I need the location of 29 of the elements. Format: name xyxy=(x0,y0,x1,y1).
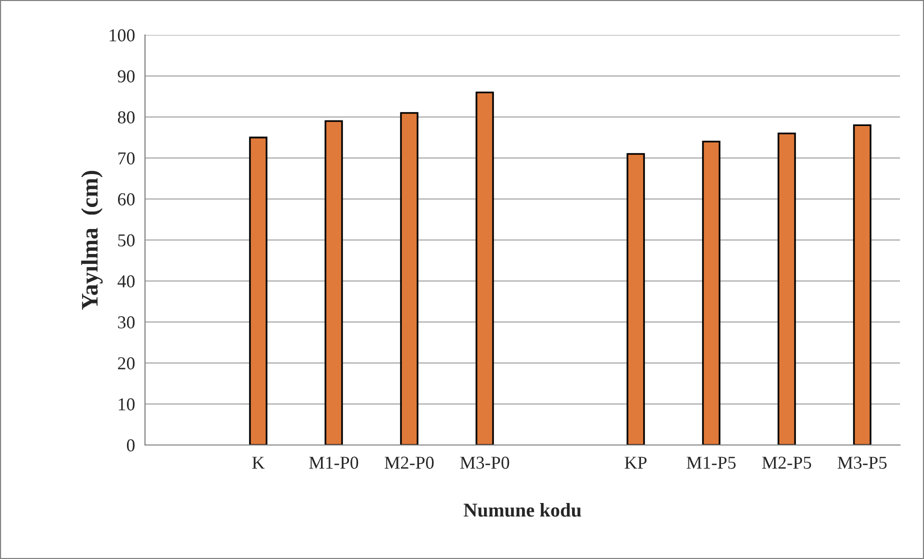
bar xyxy=(853,124,872,445)
bar xyxy=(324,120,343,445)
bar xyxy=(778,132,796,445)
y-tick-label: 100 xyxy=(110,29,135,42)
y-tick-label: 60 xyxy=(118,193,135,206)
y-tick-label: 30 xyxy=(118,316,135,328)
y-tick-label: 90 xyxy=(118,70,135,82)
y-axis-title: Yayılma (cm) xyxy=(81,170,103,310)
x-tick-label: K xyxy=(252,456,265,469)
y-tick-label: 40 xyxy=(118,275,135,288)
x-tick-label: M3-P0 xyxy=(460,456,510,469)
y-tick-label: 70 xyxy=(118,152,135,164)
x-tick-label: KP xyxy=(624,456,647,469)
x-tick-label: M2-P0 xyxy=(384,456,434,469)
y-tick-label: 10 xyxy=(118,398,135,410)
x-tick-label: M3-P5 xyxy=(838,456,887,469)
bar xyxy=(400,112,418,445)
y-tick-label: 50 xyxy=(118,234,135,246)
bar xyxy=(702,140,720,445)
x-tick-label: M2-P5 xyxy=(762,456,812,469)
x-axis-title: Numune kodu xyxy=(464,503,582,517)
y-tick-label: 20 xyxy=(118,357,135,370)
bar xyxy=(476,92,494,445)
y-tick-label: 80 xyxy=(118,111,135,124)
y-tick-label: 0 xyxy=(126,439,135,452)
x-tick-label: M1-P5 xyxy=(686,456,736,469)
x-tick-label: M1-P0 xyxy=(309,456,358,469)
bar xyxy=(249,136,268,445)
bar xyxy=(626,153,645,445)
